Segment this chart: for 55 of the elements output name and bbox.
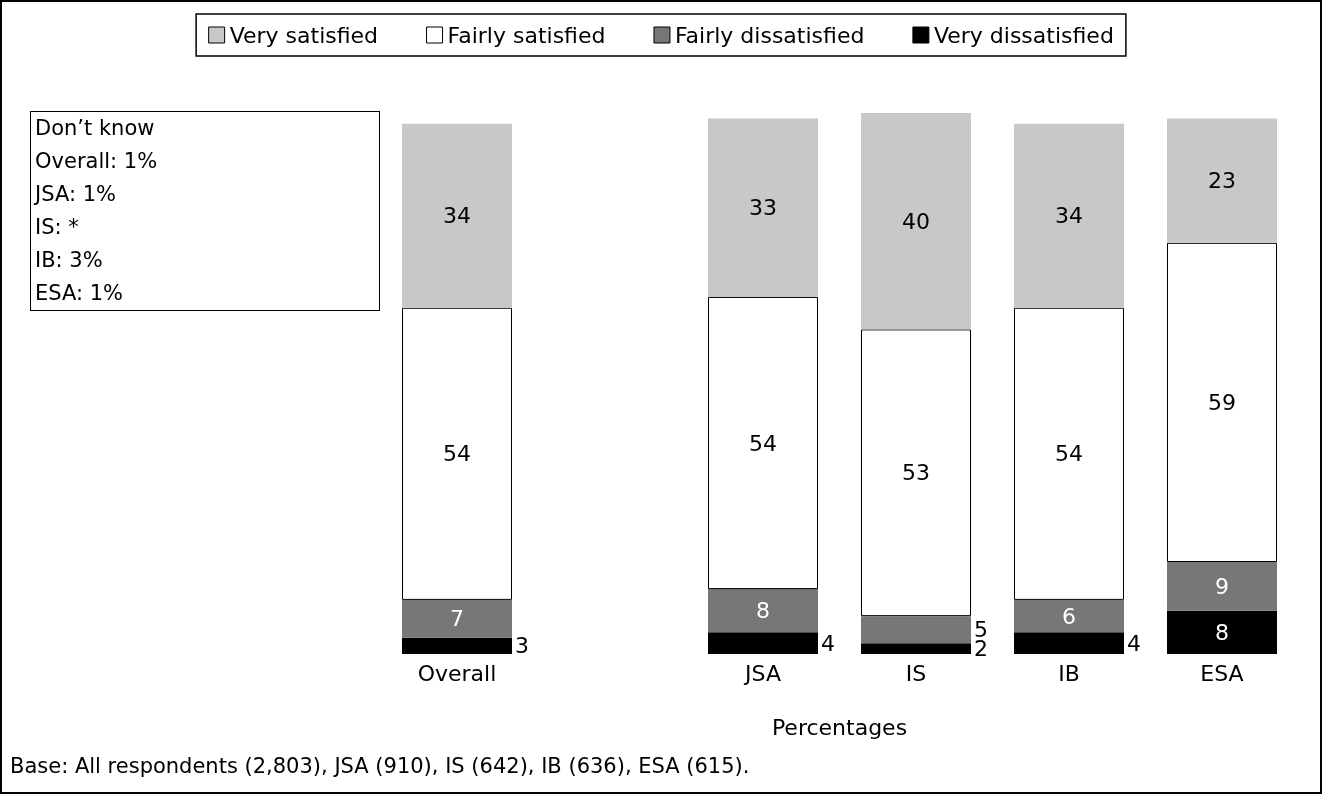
bar: [402, 599, 512, 638]
text: IB: 3%: [35, 247, 104, 274]
data-label: 6: [1062, 603, 1076, 629]
bar: [1014, 307, 1124, 600]
bar: [708, 296, 818, 590]
text: ESA: 1%: [35, 280, 125, 307]
data-label: 8: [1215, 619, 1229, 645]
data-label: 53: [902, 460, 930, 486]
legend-label: Fairly satisfied: [447, 22, 606, 48]
data-label: 54: [749, 430, 777, 456]
data-label: 40: [902, 208, 930, 234]
bar: [1167, 562, 1277, 611]
text: Don’t know: [35, 115, 156, 142]
data-label: 34: [1055, 203, 1083, 229]
bar: [1014, 599, 1124, 633]
x-axis-title: Percentages: [771, 714, 908, 740]
bar: [402, 123, 512, 308]
legend-label: Fairly dissatisfied: [674, 22, 865, 48]
text: JSA: 1%: [35, 181, 117, 208]
data-label: 3: [515, 633, 529, 659]
data-label: 4: [1127, 630, 1141, 656]
x-tick-label: JSA: [743, 660, 781, 686]
legend-label: Very dissatisfied: [933, 22, 1114, 48]
text: IS: *: [35, 214, 80, 241]
bar: [861, 616, 971, 644]
data-label: 7: [450, 606, 464, 632]
bar: [1014, 632, 1124, 654]
data-label: 8: [756, 598, 770, 624]
text: Overall: 1%: [35, 148, 159, 175]
data-label: 9: [1215, 573, 1229, 599]
bar: [708, 118, 818, 297]
bar: [402, 637, 512, 654]
data-label: 33: [749, 195, 777, 221]
bar: [1167, 118, 1277, 243]
legend-label: Very satisfied: [229, 22, 379, 48]
x-tick-label: ESA: [1200, 660, 1244, 686]
data-label: 23: [1208, 168, 1236, 194]
bar: [708, 632, 818, 654]
bar: [861, 329, 971, 617]
data-label: 34: [443, 203, 471, 229]
bar: [861, 113, 971, 330]
bar: [1167, 610, 1277, 654]
data-label: 59: [1208, 389, 1236, 415]
data-label: 54: [1055, 441, 1083, 467]
bar: [1167, 242, 1277, 563]
text: Base: All respondents (2,803), JSA (910), IS (642), IB (636), ESA (615).: [10, 754, 750, 778]
x-tick-label: IS: [905, 660, 927, 686]
bar: [402, 307, 512, 600]
data-label: 54: [443, 441, 471, 467]
data-label: 4: [821, 630, 835, 656]
bar: [1014, 123, 1124, 308]
x-tick-label: Overall: [417, 660, 497, 686]
x-tick-label: IB: [1058, 660, 1080, 686]
bar: [708, 589, 818, 633]
bar: [861, 643, 971, 654]
